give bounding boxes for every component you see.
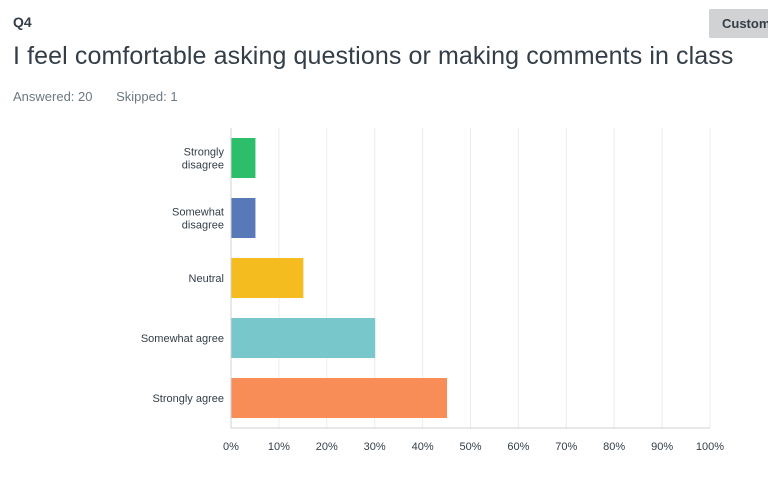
- x-tick-label: 30%: [364, 441, 386, 453]
- x-tick-label: 80%: [603, 441, 625, 453]
- bar: [231, 138, 256, 178]
- category-label: Strongly agree: [152, 393, 224, 405]
- answered-count: Answered: 20: [13, 89, 93, 104]
- x-tick-label: 50%: [459, 441, 481, 453]
- category-label: Strongly disagree: [182, 147, 225, 172]
- x-tick-label: 0%: [223, 441, 239, 453]
- x-tick-label: 70%: [555, 441, 577, 453]
- question-number: Q4: [13, 14, 32, 30]
- x-tick-label: 90%: [651, 441, 673, 453]
- bar: [231, 318, 376, 358]
- bar: [231, 378, 448, 418]
- question-title: I feel comfortable asking questions or m…: [13, 42, 734, 70]
- x-tick-label: 40%: [412, 441, 434, 453]
- response-summary: Answered: 20 Skipped: 1: [13, 89, 198, 104]
- category-label: Somewhat agree: [141, 333, 224, 345]
- skipped-count: Skipped: 1: [116, 89, 178, 104]
- x-tick-label: 100%: [696, 441, 724, 453]
- category-label: Neutral: [189, 273, 224, 285]
- x-tick-label: 60%: [507, 441, 529, 453]
- customize-button[interactable]: Custom: [709, 9, 768, 38]
- category-label: Somewhat disagree: [172, 207, 224, 232]
- x-tick-label: 10%: [268, 441, 290, 453]
- bar: [231, 198, 256, 238]
- bar: [231, 258, 304, 298]
- x-tick-label: 20%: [316, 441, 338, 453]
